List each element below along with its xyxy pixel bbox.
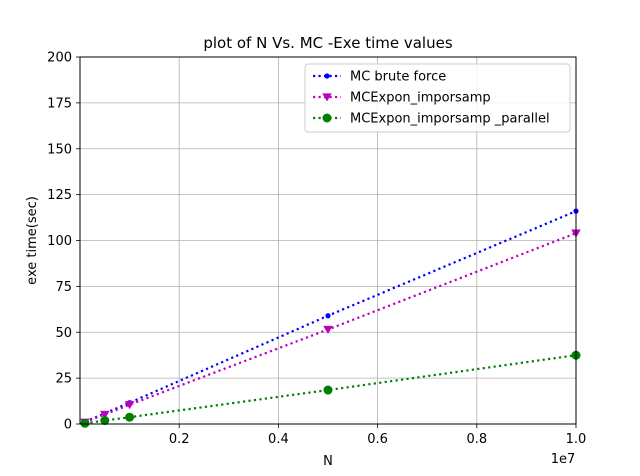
legend: MC brute force MCExpon_imporsamp MCExpon_i… (304, 63, 571, 133)
y-tick-label: 50 (55, 326, 72, 341)
legend-label: MC brute force (350, 70, 446, 85)
data-point (124, 401, 135, 410)
y-tick-label: 100 (47, 234, 72, 249)
data-point (323, 325, 333, 335)
chart-title: plot of N Vs. MC -Exe time values (203, 34, 452, 52)
data-point (80, 418, 90, 428)
x-tick-label: 1.0 (566, 432, 587, 447)
x-axis-offset-label: 1e7 (551, 452, 576, 467)
y-tick-label: 200 (47, 51, 72, 66)
axis-ticks: 0.2 0.4 0.6 0.8 1.0 0 25 50 75 100 125 150 175 200 (47, 51, 586, 448)
legend-box (304, 63, 571, 133)
legend-item: MCExpon_imporsamp (313, 91, 491, 106)
y-tick-label: 175 (47, 96, 72, 111)
data-point (125, 412, 135, 422)
series-3 (80, 350, 581, 428)
y-tick-label: 125 (47, 188, 72, 203)
y-axis-label: exe time(sec) (25, 196, 40, 285)
legend-item: MCExpon_imporsamp _parallel (313, 112, 550, 127)
legend-marker (322, 113, 332, 123)
x-axis-label: N (323, 454, 333, 469)
x-tick-label: 0.6 (367, 432, 388, 447)
data-point (100, 410, 110, 420)
legend-label: MCExpon_imporsamp _parallel (350, 112, 550, 127)
data-point (325, 313, 331, 319)
y-tick-label: 150 (47, 142, 72, 157)
y-tick-label: 75 (55, 280, 72, 295)
data-point (323, 385, 333, 395)
legend-label: MCExpon_imporsamp (350, 91, 491, 106)
legend-item: MC brute force (313, 70, 446, 85)
x-tick-label: 0.4 (268, 432, 289, 447)
x-tick-label: 0.8 (466, 432, 487, 447)
series-layer (80, 208, 581, 428)
x-tick-label: 0.2 (169, 432, 190, 447)
legend-marker (322, 93, 332, 102)
data-point (100, 416, 110, 426)
series-2 (80, 229, 581, 427)
legend-marker (324, 73, 330, 79)
y-tick-label: 25 (55, 372, 72, 387)
y-tick-label: 0 (64, 418, 72, 433)
